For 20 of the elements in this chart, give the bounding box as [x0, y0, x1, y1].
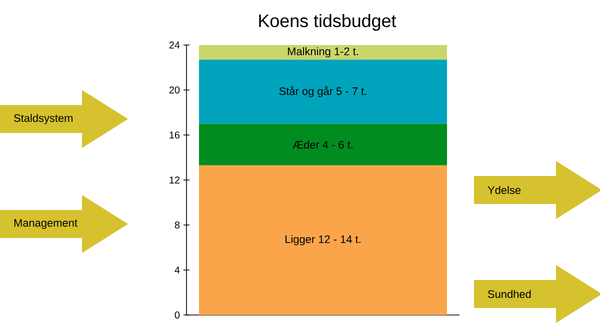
chart-title: Koens tidsbudget — [259, 14, 396, 31]
y-tick-label: 12 — [170, 176, 180, 184]
text: Staldsystem — [14, 114, 72, 124]
series-label: Står og går 5 - 7 t. — [279, 86, 366, 98]
bar — [199, 60, 448, 124]
y-tick-label: 4 — [174, 266, 180, 274]
series-label: Æder 4 - 6 t. — [292, 140, 352, 149]
text: Management — [14, 219, 78, 229]
series-label: Ligger 12 - 14 t. — [286, 235, 360, 246]
text: Ydelse — [488, 186, 521, 194]
y-tick-label: 16 — [170, 131, 180, 139]
y-tick-label: 24 — [169, 42, 180, 48]
y-tick-label: 20 — [169, 86, 180, 94]
text: Sundhed — [488, 290, 531, 298]
series-label: Malkning 1-2 t. — [288, 47, 358, 58]
bar — [199, 165, 448, 315]
bar — [199, 124, 448, 166]
y-tick-label: 8 — [174, 221, 180, 229]
bar — [199, 45, 448, 60]
y-tick-label: 0 — [174, 311, 180, 319]
